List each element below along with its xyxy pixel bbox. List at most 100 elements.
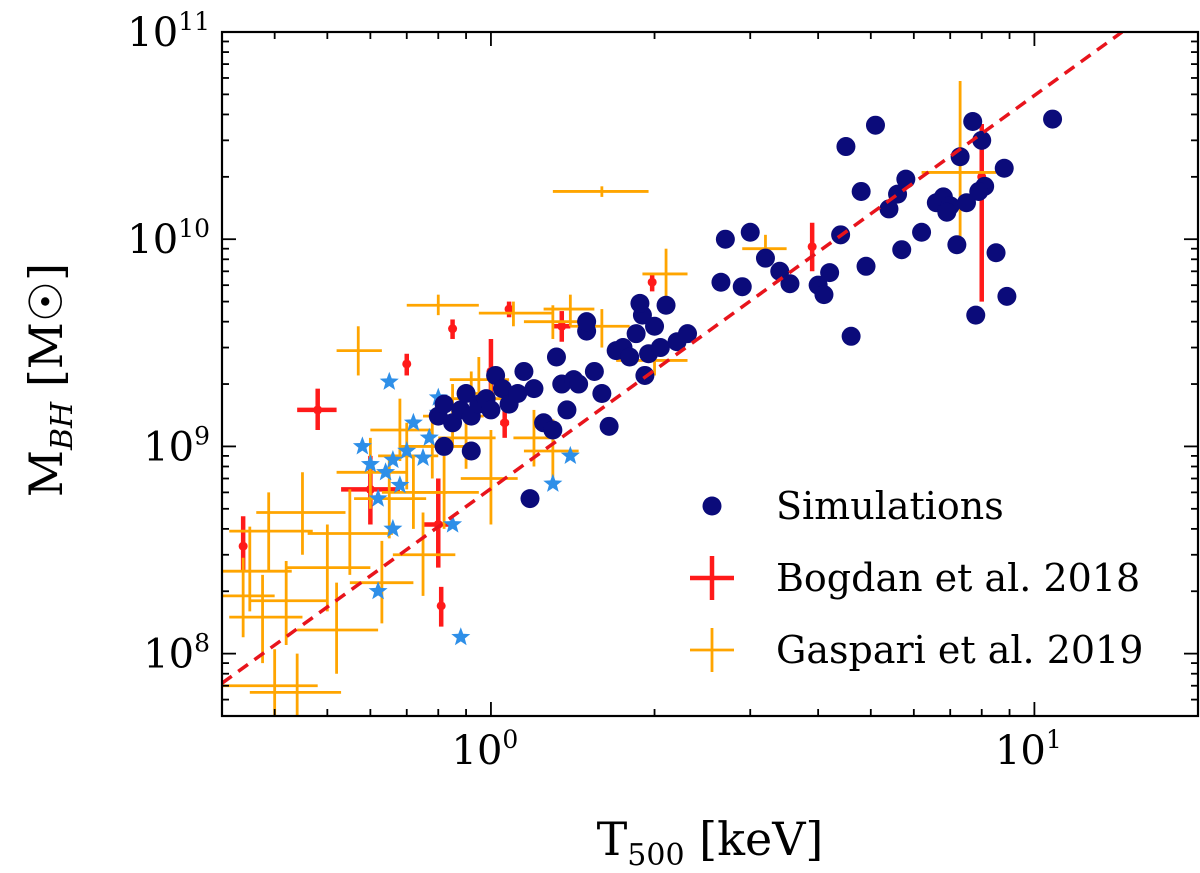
errorbar-marker: [500, 418, 510, 428]
y-tick-label-exp: 9: [194, 421, 210, 450]
simulation-point: [957, 193, 977, 213]
simulation-point: [740, 222, 760, 242]
star-point: [543, 473, 563, 492]
y-axis-label-main: M: [19, 450, 73, 497]
x-tick-label-base: 10: [995, 728, 1046, 774]
simulation-point: [780, 274, 800, 294]
errorbar-point: [222, 649, 318, 716]
errorbar-marker: [807, 242, 817, 252]
star-point: [390, 475, 410, 494]
errorbar-point: [436, 586, 446, 627]
simulation-point: [434, 436, 454, 456]
simulation-point: [997, 286, 1017, 306]
errorbar-point: [399, 416, 467, 479]
legend-item: Gaspari et al. 2019: [690, 628, 1143, 672]
simulation-point: [569, 374, 589, 394]
errorbar-point: [370, 398, 433, 462]
simulation-point: [577, 312, 597, 332]
plot-frame: [220, 30, 1200, 718]
star-point: [360, 454, 380, 473]
errorbar-marker: [238, 541, 248, 551]
y-tick-label-base: 10: [143, 632, 194, 678]
y-tick-label-exp: 11: [178, 7, 210, 36]
simulation-point: [814, 285, 834, 305]
simulation-point: [492, 379, 512, 399]
y-tick-label-exp: 10: [178, 214, 210, 243]
errorbar-point: [642, 248, 688, 302]
errorbar-point: [229, 574, 303, 664]
y-axis-label: MBH [M☉]: [19, 263, 80, 497]
star-point: [379, 371, 399, 390]
simulation-point: [715, 229, 735, 249]
simulation-point: [841, 326, 861, 346]
simulation-point: [656, 295, 676, 315]
simulation-point: [592, 384, 612, 404]
star-point: [403, 412, 423, 431]
errorbar-marker: [313, 405, 323, 415]
x-tick-label-exp: 0: [502, 725, 518, 754]
simulation-point: [879, 199, 899, 219]
x-axis-label-main: T: [597, 812, 628, 866]
star-point: [560, 445, 580, 464]
star-point: [413, 447, 433, 466]
errorbar-point: [807, 222, 817, 272]
errorbar-marker: [504, 304, 514, 314]
x-tick-label: 101: [995, 725, 1062, 774]
simulation-point: [514, 361, 534, 381]
simulation-point: [650, 338, 670, 358]
errorbar-point: [392, 512, 456, 596]
errorbar-point: [647, 273, 657, 292]
simulation-point: [620, 347, 640, 367]
simulation-point: [1043, 109, 1063, 129]
simulation-point: [986, 243, 1006, 263]
simulation-point: [520, 489, 540, 509]
simulation-point: [966, 305, 986, 325]
errorbar-point: [222, 526, 292, 612]
simulation-point: [645, 316, 665, 336]
legend-label: Bogdan et al. 2018: [776, 556, 1140, 600]
simulation-point: [524, 379, 544, 399]
star-point: [397, 441, 417, 460]
y-tick-label-base: 10: [127, 10, 178, 56]
errorbar-point: [406, 294, 479, 316]
plot-area: [222, 32, 1124, 716]
errorbar-point: [256, 472, 346, 555]
legend-label: Gaspari et al. 2019: [776, 628, 1143, 672]
errorbar-point: [478, 301, 553, 327]
simulation-point: [851, 181, 871, 201]
errorbar-point: [977, 123, 987, 302]
legend-item: Bogdan et al. 2018: [690, 556, 1140, 600]
simulation-point: [546, 347, 566, 367]
series-simulations: [428, 109, 1063, 509]
simulation-point: [820, 263, 840, 283]
errorbar-marker: [448, 324, 458, 334]
errorbar-point: [336, 326, 382, 376]
star-point: [383, 518, 403, 537]
simulation-point: [732, 277, 752, 297]
errorbar-point: [229, 492, 313, 572]
x-axis-label: T500 [keV]: [597, 812, 824, 873]
x-tick-label-exp: 1: [1046, 725, 1062, 754]
x-axis-label-sub: 500: [627, 838, 684, 873]
x-tick-label: 100: [452, 725, 519, 774]
simulation-point: [969, 181, 989, 201]
errorbar-point: [504, 301, 514, 318]
star-point: [383, 450, 403, 469]
simulation-point: [865, 115, 885, 135]
simulation-point: [508, 384, 528, 404]
errorbar-point: [523, 305, 587, 339]
legend-label: Simulations: [776, 484, 1004, 528]
simulation-point: [994, 158, 1014, 178]
y-tick-label: 108: [143, 629, 210, 678]
simulation-point: [836, 137, 856, 157]
simulation-point: [557, 400, 577, 420]
simulation-point: [963, 111, 983, 131]
errorbar-marker: [436, 601, 446, 611]
simulation-point: [678, 324, 698, 344]
simulation-point: [937, 202, 957, 222]
simulation-point: [584, 361, 604, 381]
simulation-point: [755, 248, 775, 268]
